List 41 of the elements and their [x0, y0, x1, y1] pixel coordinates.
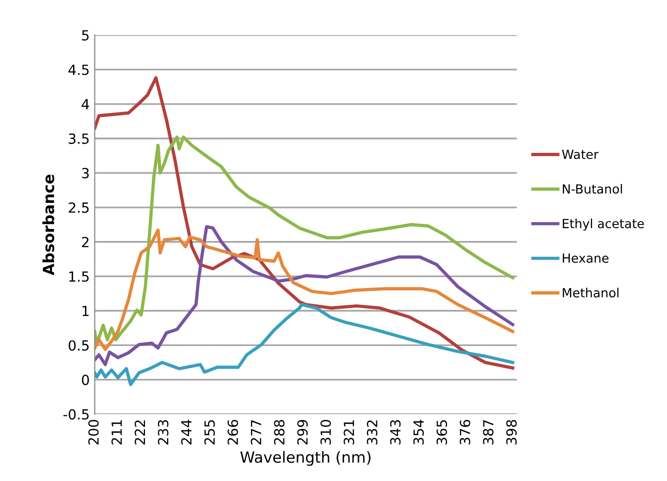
- y-axis-title: Absorbance: [42, 174, 54, 276]
- x-tick-label: 343: [390, 420, 401, 444]
- x-axis-title: Wavelength (nm): [240, 451, 370, 466]
- y-tick-label: 1: [82, 306, 89, 316]
- y-tick-label: 2: [82, 236, 88, 248]
- x-tick-label: 376: [460, 420, 470, 444]
- y-tick-label: -0.5: [63, 409, 89, 420]
- legend-label: N-Butanol: [562, 184, 622, 194]
- y-tick-label: 2.5: [68, 202, 89, 213]
- y-tick-label: 0: [82, 374, 89, 386]
- x-tick-label: 222: [134, 420, 145, 444]
- legend-label: Hexane: [562, 254, 608, 263]
- y-tick-label: 3.5: [68, 133, 89, 144]
- x-tick-label: 299: [297, 420, 308, 444]
- line-series: [94, 136, 514, 346]
- x-tick-label: 321: [344, 420, 354, 444]
- x-tick-label: 255: [204, 420, 215, 444]
- line-series: [94, 302, 514, 386]
- y-tick-label: 5: [82, 30, 89, 41]
- y-tick-label: 4: [82, 99, 90, 110]
- legend-label: Ethyl acetate: [562, 218, 644, 231]
- x-tick-label: 398: [506, 420, 517, 444]
- x-tick-label: 233: [158, 420, 168, 444]
- legend-label: Water: [562, 150, 599, 160]
- y-tick-label: 0.5: [68, 340, 89, 351]
- y-tick-label: 1.5: [69, 271, 89, 282]
- x-tick-label: 211: [111, 420, 122, 444]
- x-tick-label: 288: [274, 420, 285, 444]
- y-tick-label: 4.5: [68, 64, 89, 76]
- x-tick-label: 365: [436, 420, 448, 444]
- legend-label: Methanol: [562, 288, 618, 298]
- x-tick-label: 332: [366, 420, 378, 444]
- x-tick-label: 354: [413, 420, 424, 444]
- x-tick-label: 200: [88, 420, 99, 444]
- x-tick-label: 387: [483, 420, 494, 444]
- x-tick-label: 266: [228, 420, 238, 444]
- line-series: [94, 76, 514, 370]
- x-tick-label: 244: [181, 420, 192, 444]
- x-tick-label: 277: [250, 420, 262, 444]
- y-tick-label: 3: [82, 168, 89, 178]
- x-tick-label: 310: [320, 420, 331, 444]
